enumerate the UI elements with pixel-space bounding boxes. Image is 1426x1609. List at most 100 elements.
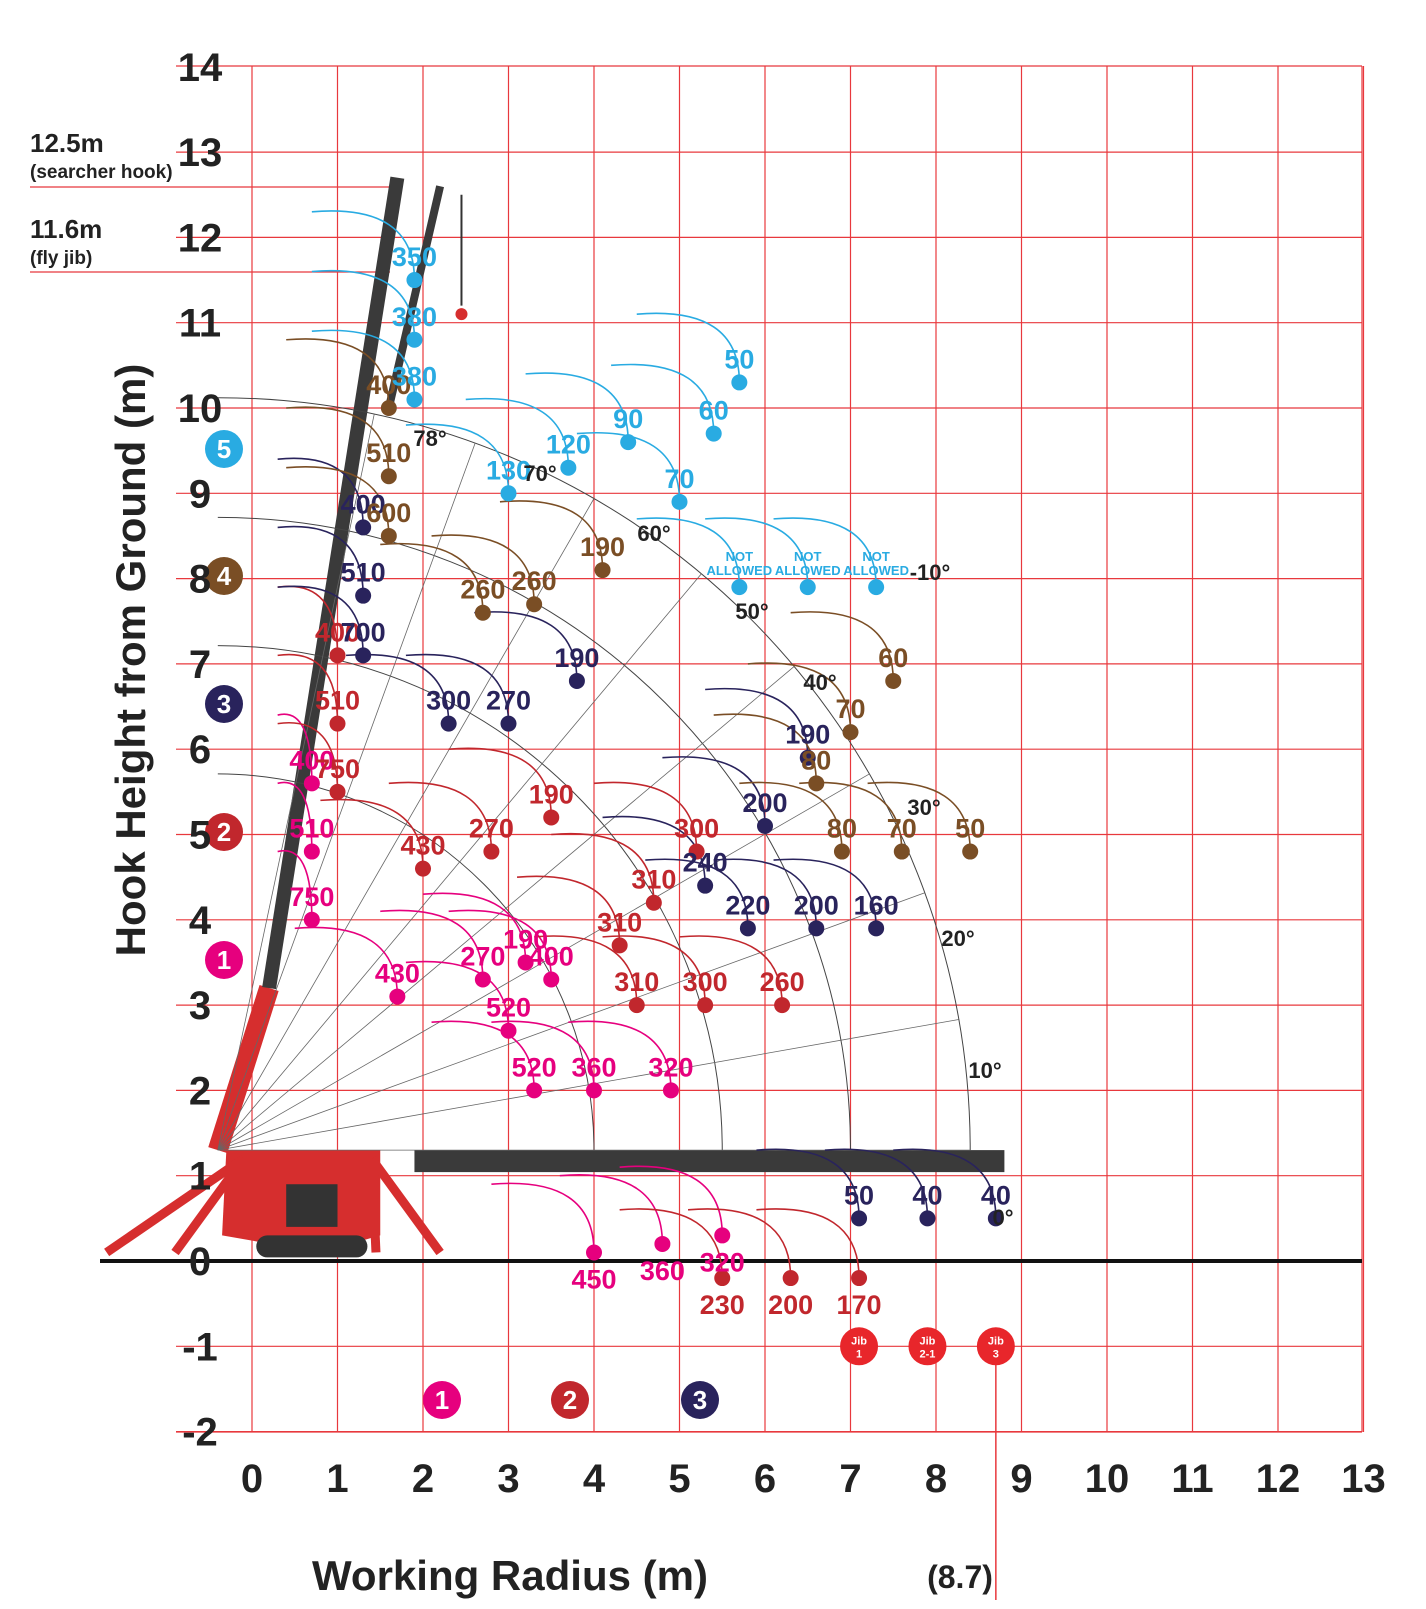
data-point bbox=[808, 775, 825, 792]
load-curve bbox=[756, 1148, 860, 1219]
point-label: 510 bbox=[315, 686, 360, 716]
load-curve bbox=[602, 935, 706, 1006]
x-tick-label: 2 bbox=[412, 1457, 434, 1501]
y-tick-label: -2 bbox=[182, 1411, 218, 1455]
jib-badge-text: Jib bbox=[851, 1335, 867, 1347]
load-curve bbox=[790, 611, 895, 681]
x-tick-label: 5 bbox=[668, 1457, 690, 1501]
data-point bbox=[543, 809, 560, 826]
load-curve bbox=[568, 1020, 672, 1091]
y-tick-label: 12 bbox=[178, 216, 223, 260]
load-curve bbox=[491, 1020, 595, 1091]
load-curve bbox=[687, 1208, 792, 1279]
series-badge-text: 4 bbox=[217, 561, 232, 591]
outrigger-left-2 bbox=[171, 1155, 248, 1256]
load-curve bbox=[662, 756, 766, 826]
load-curve bbox=[294, 926, 399, 997]
point-label: 520 bbox=[512, 1052, 557, 1082]
data-point bbox=[833, 843, 850, 860]
load-curve bbox=[277, 525, 364, 596]
data-point bbox=[739, 920, 756, 937]
data-point bbox=[697, 877, 714, 894]
load-curve bbox=[405, 423, 510, 494]
x-tick-label: 11 bbox=[1171, 1457, 1213, 1501]
point-label: 520 bbox=[486, 993, 531, 1023]
point-label: 300 bbox=[426, 686, 471, 716]
angle-label: 40° bbox=[803, 670, 836, 695]
point-label: 400 bbox=[289, 745, 334, 775]
point-label: 70 bbox=[835, 694, 865, 724]
angle-label: 70° bbox=[523, 461, 556, 486]
data-point bbox=[303, 911, 320, 928]
data-point bbox=[594, 562, 611, 579]
load-curve bbox=[773, 858, 877, 929]
angle-ray bbox=[217, 773, 870, 1151]
data-point bbox=[628, 997, 645, 1014]
data-point bbox=[415, 860, 431, 877]
height-note-2-sub: (fly jib) bbox=[30, 248, 92, 269]
crane-track bbox=[256, 1235, 368, 1258]
point-label: 190 bbox=[785, 720, 830, 750]
series-badge-3 bbox=[205, 685, 243, 723]
data-point bbox=[586, 1244, 602, 1261]
data-point bbox=[808, 920, 825, 937]
data-point bbox=[654, 1235, 671, 1252]
point-label: 510 bbox=[341, 558, 386, 588]
data-point bbox=[560, 459, 577, 476]
point-label: 130 bbox=[486, 455, 531, 485]
point-label: 120 bbox=[546, 430, 591, 460]
point-label: 260 bbox=[460, 575, 505, 605]
load-curve bbox=[611, 363, 715, 434]
y-axis-title: Hook Height from Ground (m) bbox=[107, 364, 154, 957]
data-point bbox=[500, 715, 517, 732]
x-tick-label: 1 bbox=[326, 1457, 348, 1501]
point-label: 170 bbox=[837, 1290, 882, 1320]
series-legend-text: 2 bbox=[563, 1385, 577, 1415]
load-curve bbox=[867, 781, 971, 852]
data-point bbox=[329, 783, 346, 800]
data-point bbox=[697, 997, 714, 1014]
angle-label: 50° bbox=[735, 599, 768, 624]
y-tick-label: 3 bbox=[189, 984, 211, 1028]
data-point bbox=[526, 1082, 543, 1099]
x-tick-label: 6 bbox=[754, 1457, 776, 1501]
data-point bbox=[517, 954, 534, 971]
load-curve bbox=[388, 781, 493, 852]
point-label: 60 bbox=[699, 396, 729, 426]
y-tick-label: 6 bbox=[189, 728, 211, 772]
series-badge-1 bbox=[205, 941, 243, 979]
angle-ray bbox=[217, 666, 795, 1151]
point-label: 200 bbox=[742, 788, 787, 818]
load-curve bbox=[448, 909, 553, 980]
load-curve bbox=[277, 457, 364, 528]
series-legend-2 bbox=[551, 1381, 589, 1419]
data-point bbox=[774, 997, 791, 1014]
data-point bbox=[714, 1227, 731, 1244]
angle-label: 30° bbox=[907, 795, 940, 820]
data-point bbox=[586, 1082, 602, 1099]
point-label: 70 bbox=[887, 814, 917, 844]
data-point bbox=[919, 1210, 936, 1227]
point-label: 750 bbox=[289, 882, 334, 912]
point-label: 400 bbox=[315, 617, 360, 647]
point-label: 270 bbox=[460, 942, 505, 972]
point-label: ALLOWED bbox=[843, 563, 909, 578]
horizontal-boom bbox=[414, 1150, 1005, 1173]
series-legend-1 bbox=[423, 1381, 461, 1419]
y-tick-label: 13 bbox=[178, 131, 223, 175]
load-curve bbox=[636, 312, 741, 383]
point-label: 190 bbox=[580, 532, 625, 562]
data-point bbox=[355, 519, 372, 536]
load-curve bbox=[559, 1174, 664, 1244]
jib-badge-text: 1 bbox=[856, 1348, 862, 1360]
point-label: 400 bbox=[341, 489, 386, 519]
data-point bbox=[842, 724, 859, 741]
data-point bbox=[500, 1022, 517, 1039]
angle-ray bbox=[217, 573, 702, 1151]
jib-badge-text: Jib bbox=[919, 1335, 935, 1347]
data-point bbox=[868, 579, 885, 596]
load-curve bbox=[619, 1165, 724, 1236]
angle-ray bbox=[217, 442, 476, 1151]
data-point bbox=[705, 425, 722, 442]
load-curve bbox=[551, 832, 655, 903]
